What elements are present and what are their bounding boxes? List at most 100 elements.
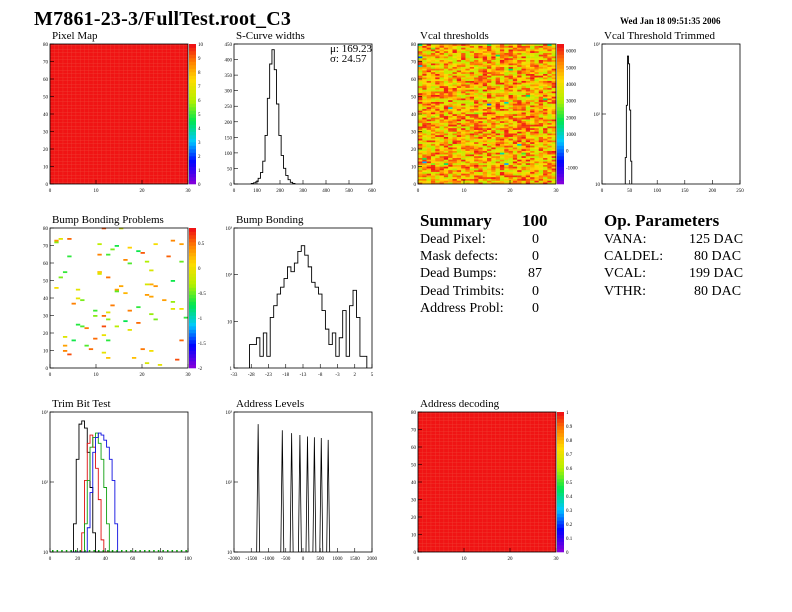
vcal_thr-cell: [461, 131, 466, 134]
vcal_thr-cell: [452, 170, 458, 172]
vcal_thr-cell: [474, 128, 479, 130]
vcal_thr-cell: [443, 126, 449, 129]
vcal_thr-cell: [512, 86, 518, 88]
vcal_thr-cell: [443, 52, 449, 55]
vcal_thr-cell: [534, 156, 539, 158]
bump_prob-colorbar-cell: [189, 256, 196, 260]
vcal_thr-cell: [465, 117, 470, 120]
vcal_thr-cell: [482, 80, 488, 83]
vcal_thr-cell: [418, 80, 423, 83]
vcal_thr-cell: [521, 70, 527, 73]
vcal_thr-colorbar-label: 4000: [566, 83, 577, 88]
vcal_thr-cell: [465, 98, 470, 101]
vcal_thr-cell: [495, 101, 501, 104]
vcal_thr-cell: [530, 44, 535, 46]
vcal_thr-cell: [456, 52, 462, 55]
vcal_thr-cell: [512, 166, 518, 169]
vcal_thr-cell: [547, 79, 552, 81]
vcal_thr-cell: [525, 59, 531, 62]
vcal_thr-cell: [443, 101, 449, 104]
vcal_thr-cell: [474, 121, 479, 123]
vcal_thr-cell: [512, 56, 518, 59]
vcal_thr-cell: [448, 96, 453, 99]
vcal_thr-cell: [530, 61, 535, 64]
vcal_thr-cell: [474, 142, 479, 144]
vcal_thr-cell: [508, 96, 514, 99]
vcal_thr-cell: [478, 164, 483, 167]
vcal_thr-cell: [538, 126, 544, 129]
vcal_thr-cell: [439, 143, 445, 146]
vcal_trim-y-tick-label: 10³: [594, 42, 601, 48]
vcal_thr-cell: [508, 94, 514, 97]
vcal_thr-cell: [469, 170, 475, 172]
vcal_thr-cell: [508, 142, 514, 144]
vcal_thr-cell: [551, 115, 557, 118]
vcal_thr-cell: [521, 143, 527, 146]
vcal_thr-cell: [469, 105, 475, 108]
vcal_thr-cell: [430, 63, 436, 66]
vcal_thr-cell: [439, 52, 445, 55]
vcal_thr-cell: [504, 140, 509, 143]
vcal_thr-cell: [508, 112, 514, 115]
vcal_thr-cell: [538, 44, 544, 46]
vcal_thr-x-tick-label: 10: [462, 189, 468, 194]
vcal_thr-cell: [491, 161, 496, 164]
vcal_thr-cell: [530, 66, 535, 69]
bump_prob-colorbar-cell: [189, 249, 196, 253]
vcal_thr-cell: [478, 166, 483, 169]
pixel_map-colorbar-cell: [189, 128, 196, 132]
vcal_thr-cell: [478, 133, 483, 136]
vcal_thr-cell: [530, 178, 535, 181]
vcal_thr-cell: [547, 149, 552, 151]
bump_prob-colorbar-cell: [189, 301, 196, 306]
vcal_thr-cell: [474, 58, 479, 60]
vcal_thr-cell: [487, 47, 492, 50]
vcal_thr-cell: [456, 140, 462, 143]
vcal_thr-cell: [443, 145, 449, 148]
vcal_thr-cell: [538, 54, 544, 57]
vcal_thr-cell: [525, 45, 531, 48]
vcal_thr-cell: [534, 115, 539, 118]
vcal_thr-cell: [456, 112, 462, 115]
vcal_thr-cell: [495, 180, 501, 183]
vcal_thr-cell: [448, 89, 453, 92]
vcal_thr-cell: [418, 59, 423, 62]
vcal_thr-cell: [495, 65, 501, 67]
vcal_thr-cell: [547, 56, 552, 59]
vcal_thr-cell: [504, 163, 509, 165]
vcal_thr-cell: [491, 168, 496, 171]
vcal_thr-cell: [482, 93, 488, 95]
vcal_thr-cell: [534, 58, 539, 60]
vcal_thr-cell: [547, 51, 552, 53]
pixel_map-colorbar-label: 8: [198, 71, 201, 76]
vcal_thr-cell: [521, 149, 527, 151]
vcal_thr-cell: [525, 164, 531, 167]
vcal_thr-cell: [495, 114, 501, 116]
vcal_thr-cell: [443, 82, 449, 85]
vcal_thr-cell: [461, 112, 466, 115]
vcal_thr-cell: [469, 182, 475, 185]
vcal_thr-cell: [430, 107, 436, 109]
vcal_thr-cell: [478, 82, 483, 85]
vcal_thr-cell: [418, 121, 423, 123]
vcal_thr-cell: [551, 94, 557, 97]
bump_prob-dead-bump: [101, 334, 107, 337]
vcal_thr-cell: [521, 61, 527, 64]
vcal_thr-colorbar-cell: [557, 89, 564, 94]
vcal_thr-cell: [469, 168, 475, 171]
vcal_thr-cell: [547, 44, 552, 46]
vcal_thr-cell: [543, 72, 548, 74]
vcal_thr-cell: [422, 128, 427, 130]
vcal_thr-cell: [439, 115, 445, 118]
vcal_thr-cell: [482, 100, 488, 102]
vcal_thr-cell: [517, 54, 522, 57]
pixel_map-y-tick-label: 70: [43, 61, 49, 66]
vcal_thr-cell: [530, 145, 535, 148]
vcal_thr-cell: [448, 150, 453, 153]
vcal_thr-cell: [530, 96, 535, 99]
vcal_thr-cell: [465, 108, 470, 111]
vcal_thr-cell: [491, 84, 496, 87]
vcal_thr-cell: [495, 157, 501, 160]
vcal_thr-cell: [426, 129, 432, 132]
vcal_thr-cell: [521, 75, 527, 78]
